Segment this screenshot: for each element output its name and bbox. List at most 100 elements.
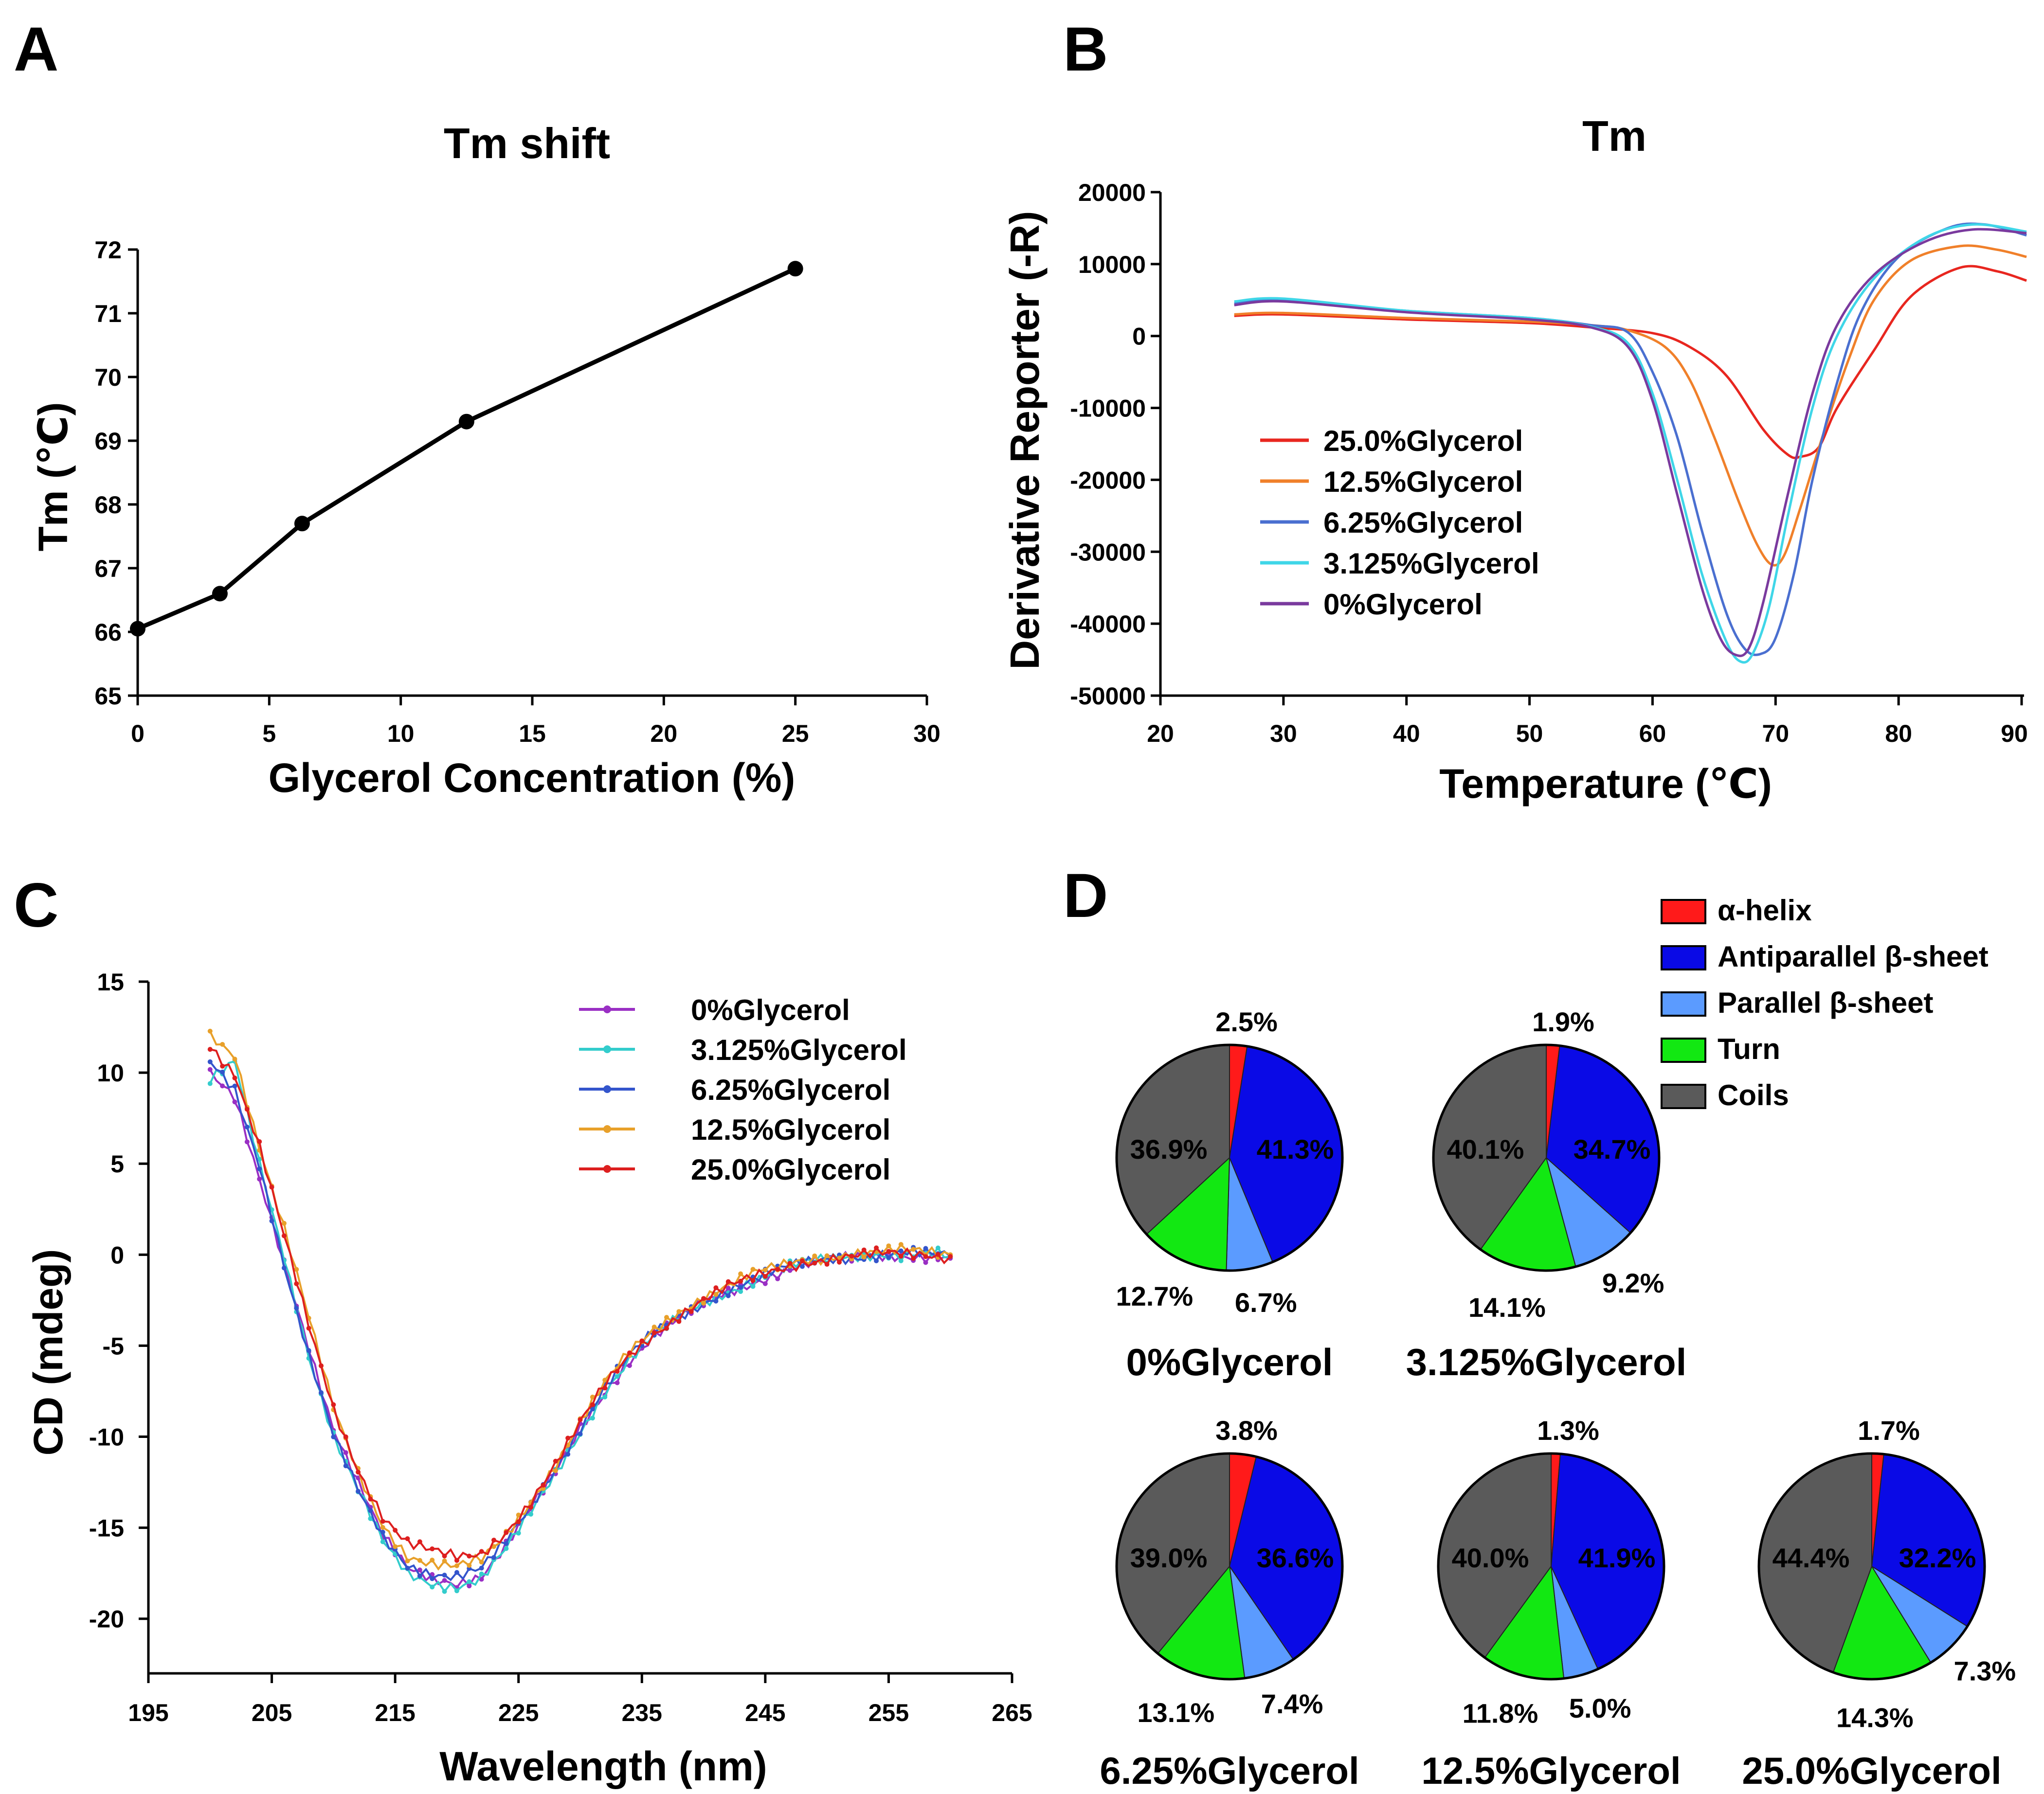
chart-d-pie-outline xyxy=(1437,1452,1665,1681)
chart-d-pie-outline xyxy=(1757,1452,1986,1681)
chart-d-legend-swatch xyxy=(1661,945,1706,970)
chart-c-point-25-0-glycerol xyxy=(368,1496,373,1502)
chart-c-point-3-125-glycerol xyxy=(368,1516,373,1521)
chart-c-point-25-0-glycerol xyxy=(430,1546,435,1552)
chart-c-point-0-glycerol xyxy=(762,1281,768,1286)
chart-d-slice-label: 13.1% xyxy=(1137,1697,1214,1728)
chart-d-slice-label: 14.3% xyxy=(1836,1702,1914,1733)
chart-d-slice-label: 12.7% xyxy=(1116,1281,1193,1311)
chart-c-point-12-5-glycerol xyxy=(713,1292,719,1297)
chart-c-point-6-25-glycerol xyxy=(232,1083,237,1089)
chart-d-legend-swatch xyxy=(1661,1038,1706,1063)
chart-b-y-label: Derivative Reporter (-R) xyxy=(1002,211,1048,670)
chart-c-point-6-25-glycerol xyxy=(442,1573,447,1578)
chart-a-y-tick-label: 68 xyxy=(94,491,122,519)
chart-c-point-12-5-glycerol xyxy=(812,1253,817,1258)
chart-c-point-6-25-glycerol xyxy=(923,1246,928,1251)
chart-d-legend-swatch xyxy=(1661,899,1706,924)
chart-a-y-tick-label: 72 xyxy=(94,236,122,264)
chart-d-slice-label: 9.2% xyxy=(1602,1268,1664,1298)
chart-c-point-25-0-glycerol xyxy=(380,1519,385,1524)
chart-c-point-25-0-glycerol xyxy=(207,1047,213,1052)
chart-d-legend-label: Coils xyxy=(1718,1079,1789,1112)
chart-a-x-tick-label: 0 xyxy=(131,720,145,747)
chart-d-legend-label: Parallel β-sheet xyxy=(1718,987,1934,1019)
chart-b-x-tick-label: 60 xyxy=(1639,720,1666,747)
chart-c-point-25-0-glycerol xyxy=(541,1483,546,1488)
chart-c-point-12-5-glycerol xyxy=(491,1544,496,1549)
chart-c-y-tick-label: 10 xyxy=(97,1059,124,1087)
chart-c-point-0-glycerol xyxy=(343,1450,348,1455)
chart-b-title: Tm xyxy=(1582,112,1646,160)
chart-c-y-tick-label: 5 xyxy=(110,1150,124,1178)
chart-c-point-6-25-glycerol xyxy=(368,1508,373,1513)
chart-c-point-6-25-glycerol xyxy=(257,1166,262,1171)
chart-b-x-tick-label: 80 xyxy=(1885,720,1912,747)
chart-c-point-25-0-glycerol xyxy=(553,1458,558,1464)
chart-c-point-6-25-glycerol xyxy=(356,1489,361,1494)
chart-c-legend-label: 25.0%Glycerol xyxy=(691,1153,890,1186)
chart-c-point-12-5-glycerol xyxy=(676,1309,682,1314)
chart-c-point-12-5-glycerol xyxy=(898,1242,904,1247)
chart-a-x-tick-label: 25 xyxy=(782,720,809,747)
chart-c-point-25-0-glycerol xyxy=(565,1435,571,1441)
chart-c-point-25-0-glycerol xyxy=(812,1260,817,1266)
chart-d-slice-label: 1.3% xyxy=(1537,1415,1599,1446)
chart-c-point-6-25-glycerol xyxy=(319,1390,324,1395)
chart-c-point-12-5-glycerol xyxy=(701,1301,706,1306)
chart-c-point-25-0-glycerol xyxy=(281,1233,287,1238)
chart-c-point-12-5-glycerol xyxy=(911,1247,916,1252)
chart-a-y-tick-label: 69 xyxy=(94,428,122,455)
chart-c-point-6-25-glycerol xyxy=(380,1529,385,1535)
chart-c-point-3-125-glycerol xyxy=(454,1588,459,1594)
chart-c-y-tick-label: 0 xyxy=(110,1241,124,1269)
chart-c-point-25-0-glycerol xyxy=(725,1279,731,1284)
chart-c-point-6-25-glycerol xyxy=(281,1265,287,1271)
chart-c-point-25-0-glycerol xyxy=(799,1258,805,1263)
chart-c-point-3-125-glycerol xyxy=(257,1157,262,1162)
chart-b-y-tick-label: -40000 xyxy=(1070,610,1146,638)
chart-c-point-25-0-glycerol xyxy=(676,1319,682,1324)
chart-a-data-point xyxy=(787,261,803,277)
chart-c-point-12-5-glycerol xyxy=(861,1255,867,1260)
chart-d-slice-label: 36.9% xyxy=(1130,1134,1208,1165)
chart-a-y-tick-label: 67 xyxy=(94,555,122,582)
chart-a-data-point xyxy=(458,413,474,430)
chart-c-point-12-5-glycerol xyxy=(541,1486,546,1491)
chart-d-pie-outline xyxy=(1115,1043,1344,1272)
chart-c-point-0-glycerol xyxy=(356,1475,361,1481)
chart-b-y-tick-label: 20000 xyxy=(1078,179,1146,206)
chart-c-point-12-5-glycerol xyxy=(602,1378,608,1383)
chart-c-point-25-0-glycerol xyxy=(824,1262,830,1267)
panel-label-a: A xyxy=(14,15,58,84)
chart-c-point-25-0-glycerol xyxy=(244,1107,250,1112)
chart-d-legend-label: Turn xyxy=(1718,1033,1780,1065)
chart-c-point-25-0-glycerol xyxy=(837,1259,842,1265)
chart-c-point-6-25-glycerol xyxy=(886,1255,891,1260)
chart-c-legend-marker xyxy=(603,1045,611,1053)
chart-c-point-0-glycerol xyxy=(467,1583,472,1589)
chart-c-point-6-25-glycerol xyxy=(331,1434,336,1439)
chart-c-point-3-125-glycerol xyxy=(504,1546,509,1551)
chart-c-point-25-0-glycerol xyxy=(935,1252,941,1257)
chart-c-point-12-5-glycerol xyxy=(232,1057,237,1062)
chart-c-point-25-0-glycerol xyxy=(775,1267,780,1272)
chart-d-slice-label: 40.1% xyxy=(1447,1134,1524,1165)
chart-c-point-12-5-glycerol xyxy=(664,1315,669,1320)
chart-c-point-25-0-glycerol xyxy=(442,1553,447,1559)
chart-c-point-12-5-glycerol xyxy=(294,1267,299,1272)
chart-c-series-12-5-glycerol xyxy=(209,1030,951,1571)
chart-b-x-tick-label: 20 xyxy=(1147,720,1174,747)
chart-c-point-25-0-glycerol xyxy=(319,1363,324,1368)
chart-c-point-0-glycerol xyxy=(775,1276,780,1281)
chart-c-point-6-25-glycerol xyxy=(898,1248,904,1254)
chart-a-y-tick-label: 71 xyxy=(94,300,122,327)
chart-d-slice-label: 41.3% xyxy=(1257,1134,1334,1165)
panel-label-b: B xyxy=(1063,15,1108,84)
chart-b-legend-label: 0%Glycerol xyxy=(1323,588,1483,621)
chart-c-point-12-5-glycerol xyxy=(281,1220,287,1226)
chart-c-legend-label: 12.5%Glycerol xyxy=(691,1113,890,1146)
chart-c-point-6-25-glycerol xyxy=(874,1258,879,1263)
chart-b-y-tick-label: 0 xyxy=(1132,323,1146,350)
